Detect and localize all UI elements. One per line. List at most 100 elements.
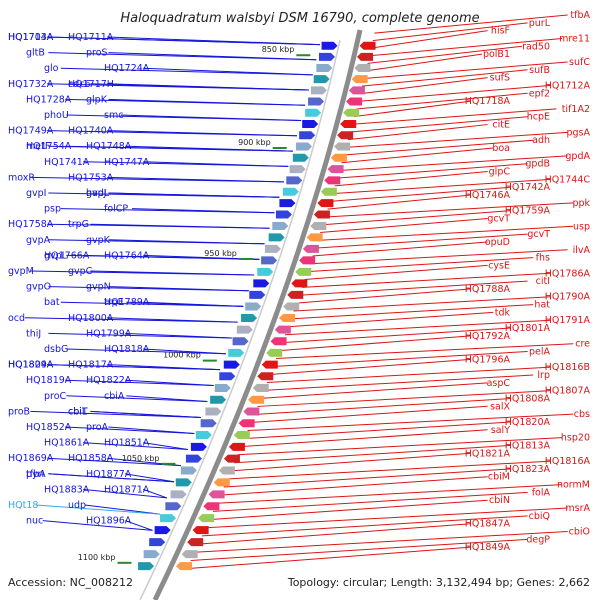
right-connector (276, 343, 574, 360)
left-gene-label: gvpK (86, 235, 111, 246)
kbp-label: 1000 kbp (163, 351, 201, 360)
left-gene-label: HQ1713A (8, 32, 54, 43)
right-gene-label: lrp (537, 370, 550, 381)
right-gene-label: hisF (491, 26, 510, 37)
left-gene-label: dsbG (44, 344, 68, 355)
left-connector (47, 457, 182, 467)
gene-glyph-right (228, 442, 245, 451)
left-gene-label: gvpL (44, 250, 68, 261)
gene-glyph-left (279, 199, 296, 208)
left-gene-label: HQ1852A (26, 422, 72, 433)
right-connector (209, 499, 488, 521)
left-connector (107, 317, 238, 323)
right-connector (327, 194, 471, 210)
gene-glyph-left (214, 383, 231, 392)
gene-glyph-left (223, 360, 240, 369)
gene-glyph-right (340, 119, 357, 128)
gene-glyph-right (208, 490, 225, 499)
gene-glyph-right (348, 86, 365, 95)
right-connector (263, 374, 534, 391)
gene-glyph-left (219, 372, 236, 381)
gene-glyph-right (351, 75, 368, 84)
left-connector (126, 301, 244, 307)
left-gene-label: HQ1789A (104, 297, 150, 308)
right-connector (334, 171, 488, 187)
gene-glyph-left (302, 119, 319, 128)
left-gene-label: phoU (44, 110, 69, 121)
gene-glyph-right (266, 348, 283, 357)
left-gene-label: proS (86, 48, 108, 59)
gene-glyph-left (175, 478, 192, 487)
right-gene-label: degP (526, 534, 550, 545)
right-gene-labels: tfbA purL hisF mre11 rad50 polB1 sufC sufB sufS H… (465, 10, 591, 553)
gene-glyph-left (321, 41, 338, 50)
gene-glyph-right (181, 550, 198, 559)
left-gene-label: HQ1851A (104, 438, 150, 449)
right-gene-label: HQ1791A (545, 315, 591, 326)
right-gene-label: HQ1759A (505, 206, 551, 217)
right-gene-label: HQ1821A (465, 448, 511, 459)
left-gene-label: HQ1758A (8, 219, 54, 230)
left-connector (48, 332, 232, 339)
right-connector (194, 531, 568, 553)
left-connector (48, 52, 317, 61)
right-connector (205, 507, 568, 529)
left-gene-label: tfbA (26, 469, 46, 480)
left-gene-label: udp (68, 500, 86, 511)
gene-glyph-right (213, 478, 230, 487)
kbp-label: 1050 kbp (122, 454, 160, 463)
right-connector (282, 327, 511, 344)
right-connector (336, 163, 528, 179)
right-connector (299, 280, 528, 296)
right-gene-label: gpdA (565, 151, 590, 162)
left-gene-label: HQ1822A (86, 375, 132, 386)
gene-glyph-right (354, 64, 371, 73)
left-gene-label: glpK (86, 94, 108, 105)
right-connector (370, 30, 488, 49)
gene-glyph-right (299, 256, 316, 265)
right-connector (186, 546, 471, 570)
gene-glyph-left (299, 131, 316, 140)
left-connector (66, 348, 226, 355)
gene-glyph-right (295, 267, 312, 276)
gene-glyph-right (330, 153, 347, 162)
gene-glyph-left (249, 290, 266, 299)
right-connector (266, 366, 551, 383)
gene-glyph-left (241, 314, 258, 323)
left-gene-label: ocd (8, 313, 25, 324)
gene-glyph-right (306, 233, 323, 242)
left-gene-label: HQ1740A (68, 126, 114, 137)
kbp-label: 850 kbp (262, 45, 295, 54)
right-connector (213, 491, 528, 512)
left-gene-label: proC (44, 391, 67, 402)
left-connector-lines (24, 36, 320, 531)
right-gene-label: tfbA (570, 10, 590, 21)
right-gene-label: boa (492, 143, 510, 154)
left-connector (83, 161, 289, 167)
left-gene-label: thiJ (26, 328, 41, 339)
gene-glyph-right (252, 383, 269, 392)
left-connector (108, 426, 195, 434)
left-gene-label: gvpM (8, 266, 34, 277)
gene-glyph-right (248, 395, 265, 404)
left-connector (48, 473, 175, 483)
right-gene-label: HQ1816B (545, 362, 590, 373)
right-connector (312, 241, 488, 257)
right-gene-label: HQ1849A (465, 542, 511, 553)
gene-glyph-right (343, 108, 360, 117)
gene-glyph-left (264, 244, 281, 253)
right-gene-label: sufC (569, 57, 590, 68)
left-gene-label: HQ1809A (8, 360, 54, 371)
right-connector (369, 37, 563, 57)
gene-glyph-left (316, 64, 333, 73)
right-gene-label: salY (491, 425, 510, 436)
left-gene-label: HQ1766A (44, 250, 90, 261)
left-gene-label: psp (44, 204, 61, 215)
left-gene-label: HQ1717H (68, 79, 114, 90)
left-connector (47, 36, 320, 46)
right-connector (345, 131, 568, 148)
backbone-outer (152, 29, 363, 600)
gene-glyph-left (305, 108, 322, 117)
gene-glyph-left (261, 256, 278, 265)
right-connector (359, 77, 488, 95)
